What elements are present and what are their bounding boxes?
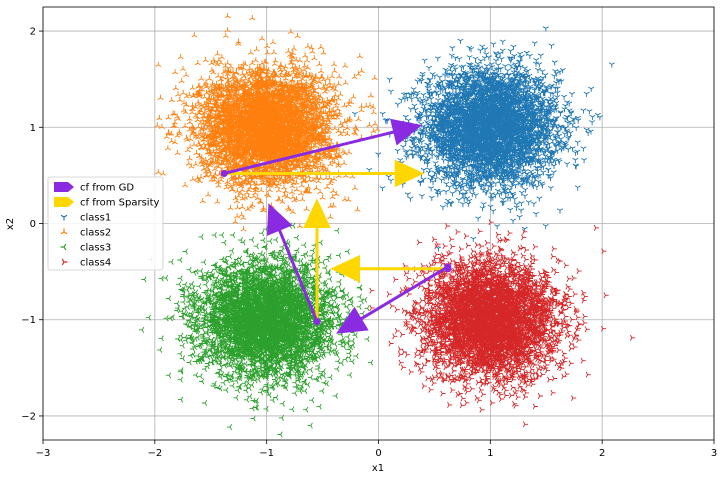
- x-tick-label: −3: [36, 448, 51, 459]
- arrow-cf-from-gd-0: [223, 118, 423, 175]
- y-tick-label: 0: [30, 219, 36, 230]
- series-class1: [351, 26, 615, 252]
- x-axis-label: x1: [372, 463, 384, 474]
- legend-swatch: [54, 197, 74, 207]
- legend-marker: [61, 258, 68, 266]
- y-tick-label: 2: [30, 27, 36, 38]
- axis-ticks: −3 −2 −1 0 1 2 3 −2 −1 0 1 2: [21, 27, 717, 459]
- arrow-cf-from-gd-1: [266, 203, 319, 323]
- legend-label: cf from GD: [80, 183, 134, 194]
- counterfactual-arrows: [220, 118, 452, 334]
- x-tick-label: 3: [711, 448, 717, 459]
- legend: cf from GD cf from Sparsity class1 class2 cl…: [47, 176, 164, 271]
- legend-label: cf from Sparsity: [80, 198, 159, 209]
- series-class2: [154, 13, 381, 232]
- arrow-cf-from-sparsity-0: [224, 159, 425, 188]
- legend-label: class3: [80, 243, 111, 254]
- y-tick-label: −1: [21, 315, 36, 326]
- arrow-cf-from-gd-2: [336, 265, 449, 334]
- legend-label: class4: [80, 258, 111, 269]
- arrow-cf-from-sparsity-2: [330, 254, 448, 283]
- legend-label: class2: [80, 228, 111, 239]
- series-class4: [369, 219, 636, 428]
- legend-marker: [60, 214, 68, 221]
- arrow-start-dot: [444, 265, 452, 273]
- x-tick-label: 0: [375, 448, 381, 459]
- arrow-start-dot: [313, 318, 321, 326]
- series-class3: [139, 222, 374, 438]
- arrow-start-dot: [220, 169, 228, 177]
- scatter-points: [139, 13, 636, 438]
- x-tick-label: 1: [487, 448, 493, 459]
- y-tick-label: 1: [30, 123, 36, 134]
- x-tick-label: −1: [259, 448, 274, 459]
- x-tick-label: 2: [599, 448, 605, 459]
- y-axis-label: x2: [5, 218, 16, 230]
- legend-swatch: [54, 182, 74, 192]
- x-tick-label: −2: [147, 448, 162, 459]
- arrow-cf-from-sparsity-1: [303, 198, 331, 322]
- legend-marker: [60, 243, 67, 251]
- legend-label: class1: [80, 213, 111, 224]
- legend-marker: [60, 228, 68, 235]
- legend-box: [47, 176, 164, 271]
- y-tick-label: −2: [21, 411, 36, 422]
